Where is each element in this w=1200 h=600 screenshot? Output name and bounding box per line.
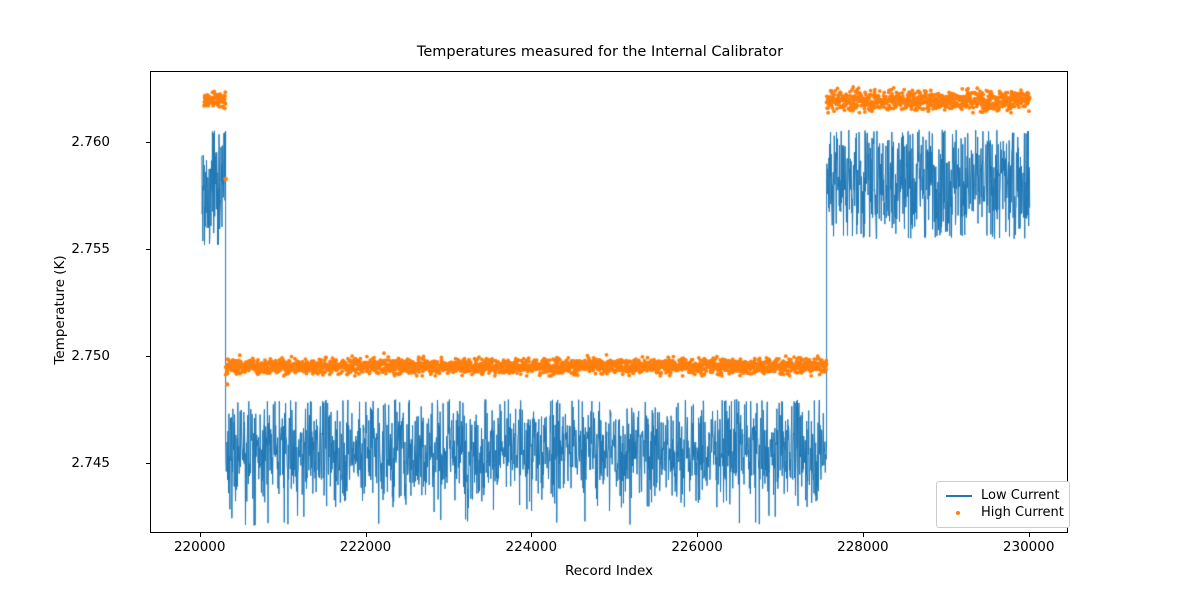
plot-area [150, 71, 1068, 533]
legend-label-high-current: High Current [981, 505, 1064, 520]
x-tick-mark [697, 533, 699, 537]
x-axis-label: Record Index [564, 563, 654, 579]
legend-item-low-current[interactable]: Low Current [944, 487, 1062, 504]
y-tick-mark [146, 141, 150, 143]
legend-marker-swatch-icon [944, 506, 974, 520]
x-tick-mark [1028, 533, 1030, 537]
x-tick-label: 226000 [671, 539, 723, 555]
y-tick-label: 2.760 [71, 133, 110, 150]
page-title: Temperatures measured for the Internal C… [416, 44, 784, 60]
x-tick-mark [365, 533, 367, 537]
x-tick-label: 224000 [505, 539, 558, 555]
y-tick-label: 2.750 [71, 347, 110, 364]
y-tick-mark [146, 355, 150, 357]
x-tick-label: 222000 [339, 539, 392, 555]
legend-item-high-current[interactable]: High Current [944, 504, 1064, 521]
x-tick-mark [862, 533, 864, 537]
legend-label-low-current: Low Current [981, 488, 1060, 503]
y-tick-mark [146, 462, 150, 464]
y-tick-label: 2.745 [71, 454, 110, 471]
y-tick-mark [146, 248, 150, 250]
y-tick-label: 2.755 [71, 240, 110, 257]
series-canvas [151, 72, 1067, 532]
x-tick-mark [531, 533, 533, 537]
x-tick-label: 220000 [173, 539, 226, 555]
legend-line-swatch-icon [944, 489, 974, 503]
x-tick-label: 230000 [1002, 539, 1055, 555]
x-tick-mark [199, 533, 201, 537]
chart-legend: Low Current High Current [936, 481, 1070, 528]
x-tick-label: 228000 [837, 539, 889, 555]
